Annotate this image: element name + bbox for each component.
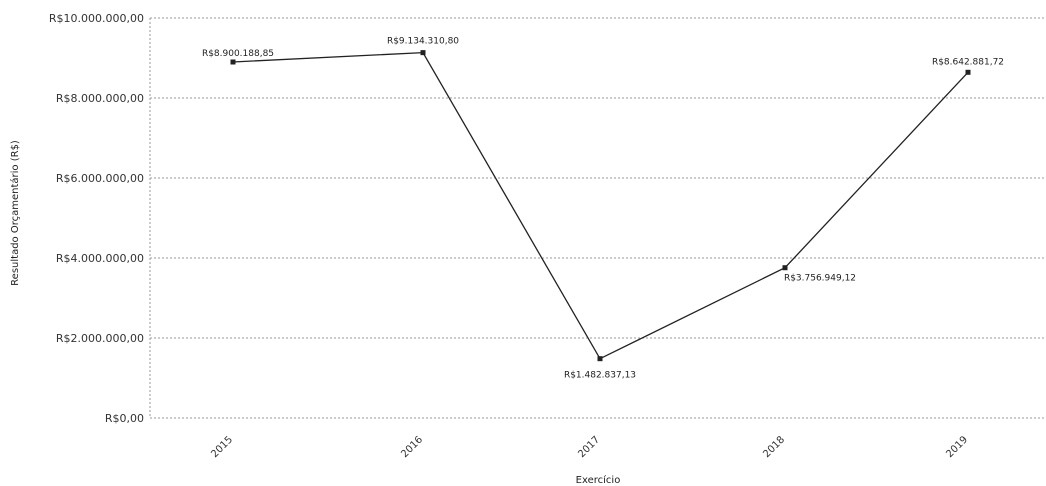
data-label: R$3.756.949,12 xyxy=(784,274,856,284)
y-tick-labels: R$0,00 R$2.000.000,00 R$4.000.000,00 R$6.00… xyxy=(49,12,144,425)
x-tick-label: 2017 xyxy=(576,434,602,460)
data-label: R$8.642.881,72 xyxy=(932,57,1004,67)
y-tick-label: R$4.000.000,00 xyxy=(56,252,144,265)
data-point xyxy=(597,356,603,362)
y-tick-label: R$6.000.000,00 xyxy=(56,172,144,185)
series-layer xyxy=(230,50,971,362)
x-tick-labels: 2015 2016 2017 2018 2019 xyxy=(209,434,970,460)
data-point xyxy=(420,50,426,56)
y-tick-label: R$8.000.000,00 xyxy=(56,92,144,105)
data-labels: R$8.900.188,85 R$9.134.310,80 R$1.482.837,… xyxy=(202,37,1004,381)
data-point xyxy=(782,265,788,271)
data-label: R$1.482.837,13 xyxy=(564,371,636,381)
data-point xyxy=(965,69,971,75)
y-tick-label: R$2.000.000,00 xyxy=(56,332,144,345)
series-line xyxy=(232,51,969,360)
y-axis-title: Resultado Orçamentário (R$) xyxy=(9,140,21,286)
y-tick-label: R$0,00 xyxy=(105,412,144,425)
x-tick-label: 2015 xyxy=(209,434,235,460)
x-axis-title: Exercício xyxy=(576,474,621,486)
y-tick-label: R$10.000.000,00 xyxy=(49,12,144,25)
grid-lines xyxy=(149,17,1044,419)
x-tick-label: 2016 xyxy=(399,434,425,460)
data-label: R$9.134.310,80 xyxy=(387,37,459,47)
data-point xyxy=(230,59,236,65)
data-label: R$8.900.188,85 xyxy=(202,49,274,59)
x-tick-label: 2019 xyxy=(944,434,970,460)
x-tick-label: 2018 xyxy=(761,434,787,460)
